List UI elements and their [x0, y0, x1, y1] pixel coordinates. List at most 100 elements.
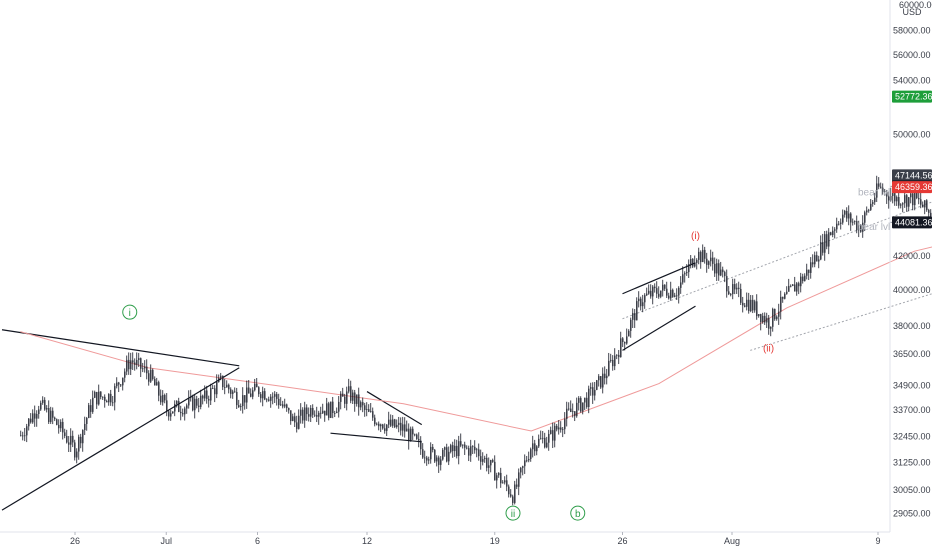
candle-body [500, 473, 501, 483]
candle-body [480, 456, 481, 462]
candle-body [200, 396, 201, 407]
candle-body [760, 314, 761, 322]
candle-body [58, 425, 59, 428]
candle-body [752, 300, 753, 310]
candle-body [280, 404, 281, 405]
candle-body [658, 294, 659, 297]
candle-body [524, 460, 525, 466]
candle-body [540, 438, 541, 439]
candle-body [608, 361, 609, 376]
candle-body [542, 438, 543, 439]
candle-body [56, 419, 57, 425]
candle-body [174, 404, 175, 411]
candle-body [242, 395, 243, 406]
candle-body [24, 435, 25, 436]
candle-body [162, 395, 163, 402]
candle-body [614, 356, 615, 367]
candle-body [196, 399, 197, 406]
candle-body [402, 424, 403, 430]
candle-body [620, 338, 621, 357]
candle-body [590, 387, 591, 389]
candle-body [146, 367, 147, 374]
candle-body [92, 398, 93, 412]
candle-body [356, 394, 357, 403]
candle-body [554, 426, 555, 441]
candle-body [486, 458, 487, 468]
candle-body [816, 255, 817, 261]
candle-body [180, 412, 181, 413]
candle-body [460, 441, 461, 445]
candle-body [124, 372, 125, 378]
candle-body [334, 413, 335, 414]
candle-body [846, 211, 847, 219]
candle-body [302, 410, 303, 421]
candle-body [508, 487, 509, 495]
candle-body [734, 284, 735, 289]
candle-body [240, 406, 241, 407]
candle-body [248, 388, 249, 394]
candle-body [824, 234, 825, 253]
candle-body [636, 301, 637, 320]
candle-body [478, 449, 479, 456]
candle-body [208, 399, 209, 401]
time-tick-label: 26 [70, 536, 80, 546]
candle-body [236, 392, 237, 405]
candle-body [350, 386, 351, 400]
time-tick-label: 9 [875, 536, 880, 546]
candle-body [626, 336, 627, 343]
candle-body [748, 300, 749, 311]
candle-body [100, 392, 101, 397]
candle-body [618, 355, 619, 357]
candle-body [556, 426, 557, 430]
candle-body [110, 394, 111, 402]
candle-body [120, 385, 121, 386]
wave-label: ii [511, 509, 515, 520]
candle-body [198, 406, 199, 407]
candle-body [822, 242, 823, 253]
candle-body [138, 358, 139, 360]
candle-body [376, 424, 377, 425]
candle-body [464, 445, 465, 448]
candle-body [660, 291, 661, 297]
candle-body [586, 398, 587, 407]
candle-body [854, 221, 855, 222]
candle-body [536, 446, 537, 451]
candle-body [206, 390, 207, 398]
candle-body [62, 422, 63, 432]
candle-body [440, 459, 441, 464]
candle-body [512, 496, 513, 502]
candle-body [106, 401, 107, 402]
candle-body [514, 485, 515, 503]
candle-body [832, 231, 833, 235]
candle-body [222, 376, 223, 387]
candle-body [772, 309, 773, 327]
candle-body [562, 429, 563, 430]
candle-body [926, 200, 927, 210]
candle-body [670, 290, 671, 298]
candle-body [328, 403, 329, 418]
candle-body [842, 215, 843, 223]
candle-body [130, 360, 131, 369]
candle-body [686, 272, 687, 273]
candle-body [266, 399, 267, 400]
candle-body [836, 224, 837, 230]
candle-body [568, 409, 569, 410]
candle-body [256, 384, 257, 387]
candle-body [742, 303, 743, 306]
candle-body [408, 429, 409, 442]
candle-body [140, 358, 141, 369]
price-tick-label: 40000.00 [893, 285, 931, 295]
candle-body [676, 295, 677, 296]
candle-body [810, 262, 811, 273]
candle-body [602, 374, 603, 388]
candle-body [314, 415, 315, 416]
candle-body [64, 432, 65, 436]
candle-body [466, 448, 467, 449]
candle-body [60, 422, 61, 428]
candle-body [546, 443, 547, 448]
candle-body [448, 452, 449, 462]
candle-body [784, 294, 785, 299]
candle-body [54, 418, 55, 419]
